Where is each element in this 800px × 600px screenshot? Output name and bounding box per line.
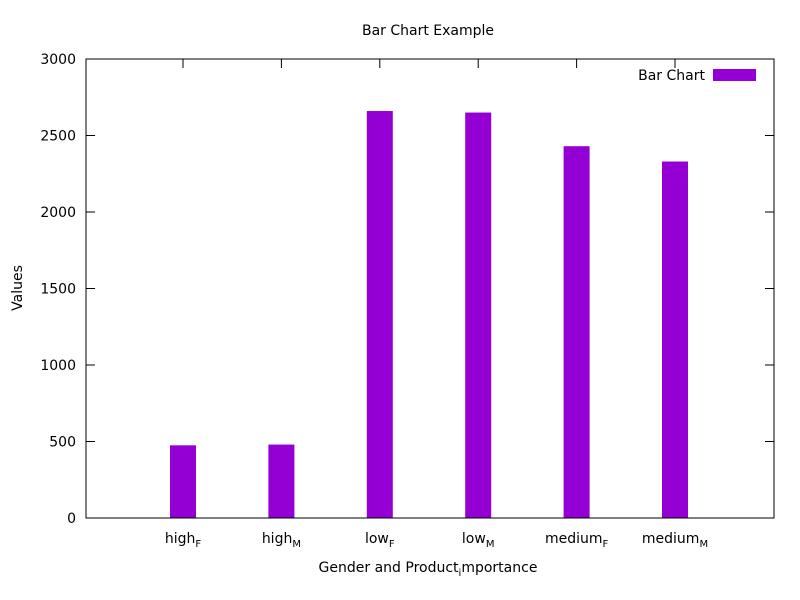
- x-axis-label-main: Gender and Product: [319, 560, 459, 576]
- plot-frame: [85, 58, 775, 519]
- x-tick-label: lowF: [365, 531, 395, 550]
- bar-low-f: [366, 111, 393, 519]
- bar-low-m: [465, 112, 492, 519]
- x-tick-label: mediumF: [545, 531, 609, 550]
- x-tick-label: lowM: [462, 531, 495, 550]
- y-tick-label: 3000: [40, 52, 76, 68]
- x-tick-label-subscript: M: [292, 539, 301, 550]
- x-tick-label-subscript: F: [389, 539, 395, 550]
- x-axis-label-rest: mportance: [461, 560, 537, 576]
- legend-swatch: [713, 69, 756, 81]
- x-tick-label: highF: [165, 531, 202, 550]
- legend-label: Bar Chart: [638, 68, 705, 84]
- x-tick-label-main: medium: [642, 531, 700, 547]
- y-axis-ticks: 0 500 1000 1500 2000 2500 3000: [40, 52, 774, 527]
- bar-high-m: [268, 444, 295, 518]
- y-tick-label: 1000: [40, 358, 76, 374]
- x-tick-label-subscript: M: [486, 539, 495, 550]
- chart-title: Bar Chart Example: [362, 23, 494, 39]
- y-tick-label: 0: [67, 511, 76, 527]
- bar-medium-m: [662, 161, 688, 518]
- legend: Bar Chart: [638, 68, 756, 84]
- x-tick-label-subscript: F: [602, 539, 608, 550]
- x-axis-label-subscript: i: [459, 568, 462, 579]
- y-tick-label: 1500: [40, 282, 76, 298]
- x-tick-label-main: medium: [545, 531, 603, 547]
- x-tick-label: mediumM: [642, 531, 708, 550]
- y-tick-label: 2000: [40, 205, 76, 221]
- x-tick-label-main: low: [462, 531, 486, 547]
- x-tick-label-main: low: [365, 531, 389, 547]
- y-tick-label: 2500: [40, 129, 76, 145]
- bar-medium-f: [563, 146, 590, 518]
- x-tick-label-main: high: [165, 531, 196, 547]
- y-axis-label: Values: [10, 265, 26, 311]
- x-tick-label: highM: [262, 531, 301, 550]
- x-tick-label-subscript: M: [699, 539, 708, 550]
- x-tick-label-main: high: [262, 531, 293, 547]
- x-axis-label: Gender and Productimportance: [319, 560, 538, 579]
- x-axis-ticks: highF highM lowF lowM mediumF mediumM: [165, 59, 708, 550]
- x-tick-label-subscript: F: [195, 539, 201, 550]
- y-tick-label: 500: [49, 435, 76, 451]
- bar-high-f: [170, 445, 196, 518]
- bars-group: [170, 111, 688, 519]
